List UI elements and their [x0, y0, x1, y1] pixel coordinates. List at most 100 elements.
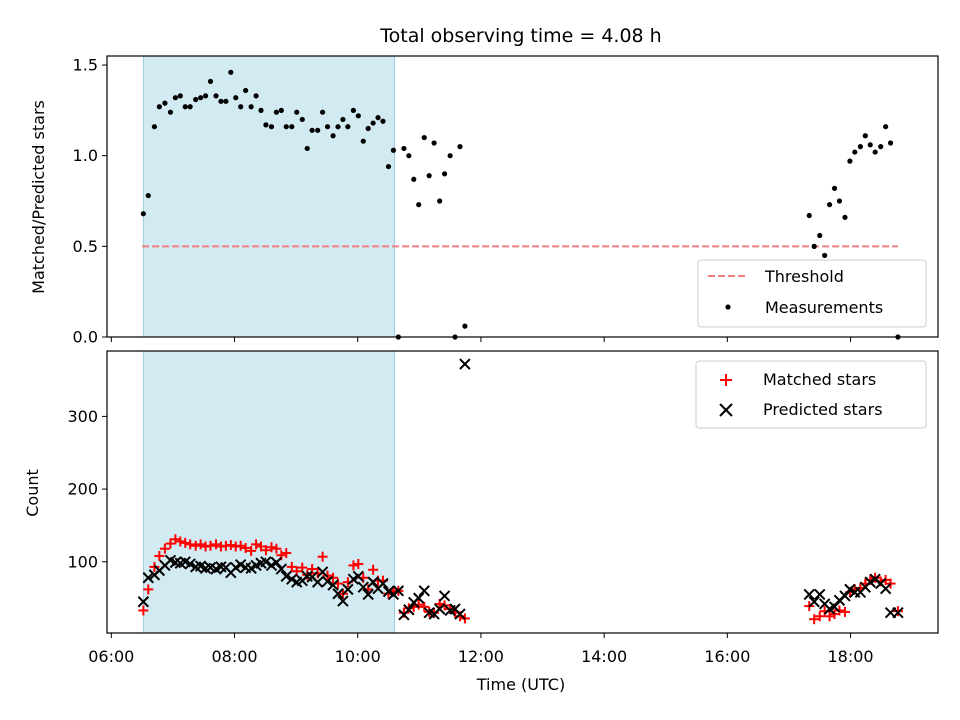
- measurement-point: [330, 133, 336, 139]
- ratio-ytick-label: 1.0: [73, 146, 98, 165]
- matched-point: [353, 558, 364, 569]
- measurement-point: [441, 171, 448, 177]
- predicted-point-b: [306, 571, 318, 583]
- measurement-point: [857, 144, 863, 150]
- predicted-point-b: [204, 561, 217, 574]
- measurement-point: [416, 202, 422, 208]
- predicted-point-b: [449, 603, 461, 615]
- measurement-point: [822, 252, 828, 259]
- legend-measurements-label: Measurements: [765, 298, 883, 317]
- measurement-point: [862, 133, 868, 139]
- predicted-point: [327, 579, 339, 591]
- predicted-point-b: [382, 585, 395, 598]
- measurement-point: [151, 124, 158, 130]
- predicted-point: [260, 556, 272, 568]
- predicted-point: [357, 581, 369, 593]
- legend-predicted-label: Predicted stars: [763, 400, 883, 419]
- measurement-point: [370, 120, 376, 126]
- matched-point: [328, 572, 339, 583]
- predicted-point-b: [260, 556, 272, 568]
- measurement-point: [294, 109, 300, 115]
- predicted-point: [892, 606, 904, 619]
- predicted-point-b: [377, 577, 389, 590]
- predicted-point-b: [367, 576, 379, 588]
- legend-predicted-swatch: [719, 403, 733, 417]
- predicted-point-b: [280, 570, 292, 583]
- xtick-label: 16:00: [704, 647, 750, 666]
- measurement-point: [198, 95, 204, 101]
- measurement-point: [431, 140, 437, 146]
- predicted-point: [352, 570, 365, 583]
- measurement-point: [187, 104, 193, 110]
- legend-matched-label: Matched stars: [763, 370, 876, 389]
- predicted-point: [412, 592, 425, 604]
- matched-point: [251, 539, 262, 550]
- matched-point: [190, 540, 201, 551]
- predicted-point-b: [316, 566, 329, 578]
- xtick-label: 14:00: [581, 647, 627, 666]
- predicted-point-b: [169, 556, 182, 569]
- predicted-point-b: [818, 598, 831, 610]
- ratio-ytick-label: 0.0: [73, 328, 98, 347]
- matched-point: [429, 607, 440, 618]
- matched-point: [246, 545, 257, 556]
- measurement-point: [324, 124, 331, 130]
- count-ytick-label: 200: [67, 480, 98, 499]
- predicted-point-b: [808, 596, 820, 608]
- measurement-point: [213, 93, 219, 99]
- predicted-point-b: [352, 570, 365, 583]
- count-axes-frame: [106, 350, 939, 634]
- predicted-point-b: [454, 608, 466, 620]
- predicted-point-b: [423, 606, 435, 619]
- legend-matched-swatch: [720, 374, 732, 386]
- xtick-label: 12:00: [458, 647, 504, 666]
- predicted-point: [280, 570, 292, 583]
- measurement-point: [193, 96, 199, 103]
- measurement-point: [887, 140, 894, 146]
- predicted-point-b: [301, 570, 313, 583]
- matched-point: [286, 561, 297, 572]
- matched-point: [419, 601, 430, 612]
- measurement-point: [315, 127, 321, 133]
- measurement-point: [156, 104, 162, 110]
- ratio-ytick-label: 1.5: [73, 56, 98, 75]
- measurement-point: [836, 198, 843, 204]
- legend-bottom: Matched stars Predicted stars: [695, 360, 927, 429]
- measurement-point: [263, 122, 269, 128]
- predicted-point: [275, 563, 288, 575]
- predicted-point-b: [327, 579, 339, 591]
- legend-top: Threshold Measurements: [697, 259, 927, 328]
- predicted-point-b: [403, 604, 415, 616]
- chart-title: Total observing time = 4.08 h: [379, 25, 661, 47]
- measurement-point: [228, 69, 234, 75]
- count-ytick-label: 100: [67, 552, 98, 571]
- measurement-point: [847, 158, 853, 164]
- predicted-point-b: [184, 558, 196, 570]
- measurement-point: [811, 243, 817, 249]
- measurement-point: [202, 93, 209, 99]
- ratio-ytick-label: 0.5: [73, 237, 98, 256]
- measurement-point: [299, 116, 305, 123]
- measurement-point: [335, 124, 341, 130]
- measurement-point: [218, 98, 224, 104]
- predicted-point-b: [164, 554, 177, 567]
- measurement-point: [380, 118, 386, 124]
- measurement-point: [867, 142, 873, 148]
- measurement-point: [283, 124, 289, 130]
- matched-point: [824, 611, 835, 622]
- matched-point: [143, 584, 154, 595]
- predicted-point: [316, 566, 329, 578]
- matched-point: [266, 542, 277, 553]
- predicted-point: [839, 590, 851, 602]
- measurement-point: [401, 145, 407, 152]
- predicted-point-b: [286, 573, 298, 585]
- matched-point: [185, 539, 196, 550]
- matched-point: [235, 540, 246, 551]
- measurement-point: [447, 153, 453, 159]
- predicted-point: [342, 583, 354, 596]
- matched-point: [205, 540, 216, 551]
- xtick-label: 18:00: [827, 647, 873, 666]
- predicted-point: [828, 601, 841, 613]
- measurement-point: [145, 192, 151, 199]
- predicted-point-b: [844, 583, 856, 596]
